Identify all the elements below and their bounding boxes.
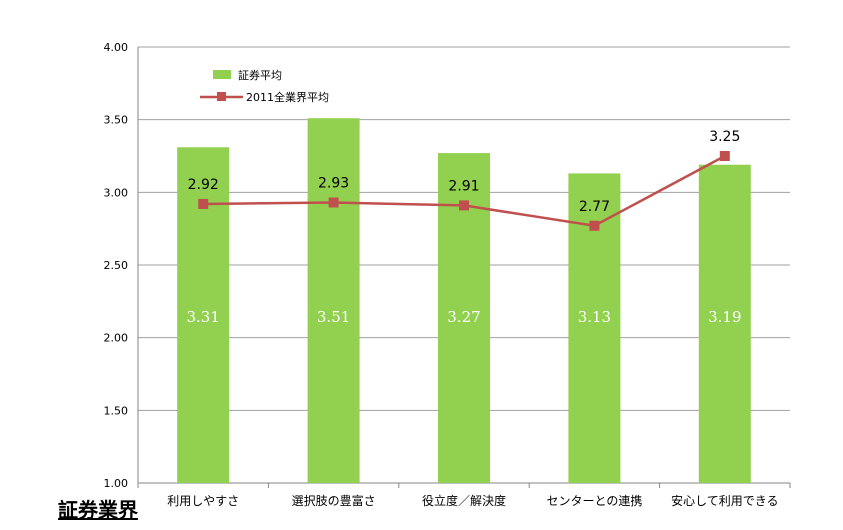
line-value-label: 2.93 — [318, 176, 349, 192]
line-value-label: 3.25 — [709, 129, 740, 145]
line-marker — [328, 197, 339, 208]
x-category-label: 利用しやすさ — [167, 494, 239, 508]
line-value-label: 2.91 — [448, 178, 479, 194]
bar-value-label: 3.19 — [708, 308, 741, 326]
legend: 証券平均 2011全業界平均 — [200, 68, 329, 104]
y-tick-label: 2.00 — [104, 332, 129, 345]
y-tick-label: 2.50 — [104, 259, 129, 272]
line-series: 2.92 2.93 2.91 2.77 3.25 — [188, 129, 740, 231]
y-tick-label: 3.00 — [104, 186, 129, 199]
line-marker — [198, 198, 209, 209]
x-category-label: 安心して利用できる — [671, 493, 778, 508]
y-tick-label: 3.50 — [104, 114, 129, 127]
line-value-label: 2.77 — [579, 199, 610, 215]
x-category-label: 役立度／解決度 — [422, 493, 506, 508]
legend-line-marker — [217, 92, 226, 101]
legend-line-label: 2011全業界平均 — [246, 90, 329, 104]
bar-value-label: 3.13 — [578, 308, 611, 326]
bars: 3.31 3.51 3.27 3.13 3.19 — [177, 118, 751, 484]
section-title: 証券業界 — [58, 498, 138, 522]
line-marker — [589, 220, 600, 231]
bar — [568, 173, 621, 483]
legend-bar-label: 証券平均 — [238, 68, 282, 82]
line-marker — [719, 151, 730, 161]
x-category-label: 選択肢の豊富さ — [292, 493, 376, 508]
bar-value-label: 3.51 — [317, 308, 350, 326]
y-tick-label: 4.00 — [104, 41, 129, 54]
bar — [698, 164, 751, 483]
y-tick-label: 1.00 — [104, 477, 129, 490]
line-marker — [459, 200, 469, 211]
x-axis: 利用しやすさ 選択肢の豊富さ 役立度／解決度 センターとの連携 安心して利用できる — [137, 483, 791, 508]
y-tick-label: 1.50 — [104, 404, 129, 417]
line-value-label: 2.92 — [188, 177, 219, 193]
bar-value-label: 3.27 — [447, 308, 480, 326]
bar — [307, 118, 360, 484]
bar-value-label: 3.31 — [186, 308, 219, 326]
legend-bar-swatch — [213, 70, 231, 79]
x-category-label: センターとの連携 — [546, 493, 642, 508]
